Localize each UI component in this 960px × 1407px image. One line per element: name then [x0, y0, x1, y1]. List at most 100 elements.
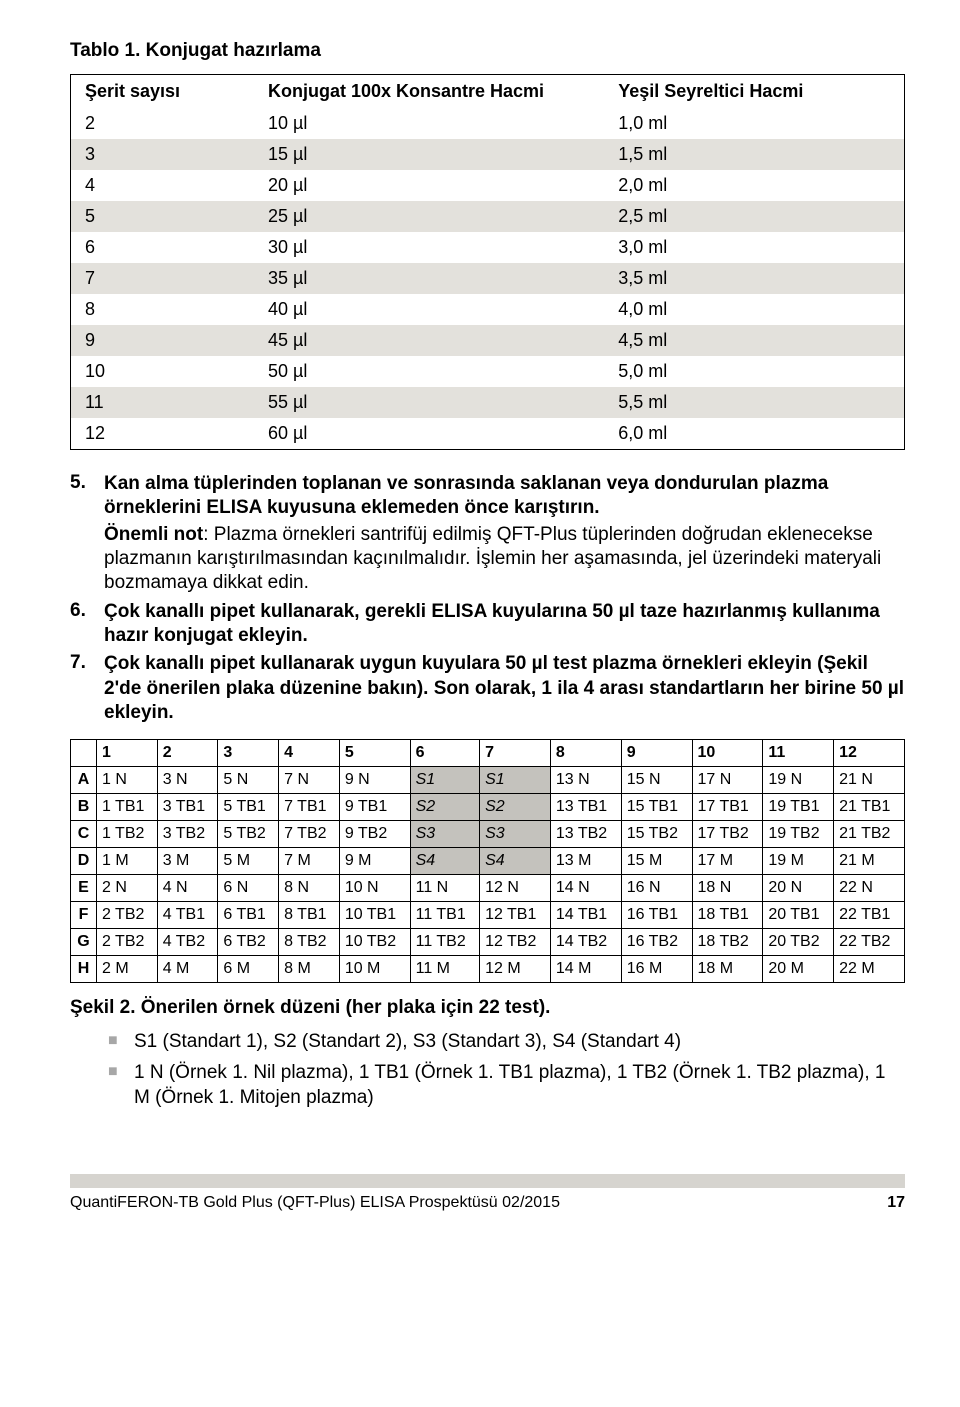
table-cell: 3 M [157, 848, 218, 875]
step-7: 7. Çok kanallı pipet kullanarak uygun ku… [70, 652, 905, 725]
table-cell: 11 TB2 [410, 929, 479, 956]
table-col-header: 10 [692, 740, 763, 767]
table1-h2: Konjugat 100x Konsantre Hacmi [254, 75, 604, 109]
table-cell: 5,0 ml [604, 356, 904, 387]
table-row: 1050 µl5,0 ml [71, 356, 905, 387]
step-subnote: Önemli not: Plazma örnekleri santrifüj e… [104, 523, 905, 596]
table-cell: 12 TB1 [480, 902, 551, 929]
table-row-label: C [71, 821, 97, 848]
table-cell: 16 N [621, 875, 692, 902]
table-cell: 6 TB1 [218, 902, 279, 929]
table-col-header: 8 [550, 740, 621, 767]
table-cell: 1 TB1 [97, 794, 158, 821]
table-cell: 21 N [834, 767, 905, 794]
table-cell: 19 TB2 [763, 821, 834, 848]
table-cell: 6 M [218, 956, 279, 983]
table-col-header: 9 [621, 740, 692, 767]
table-cell: 11 N [410, 875, 479, 902]
table-cell: 7 TB2 [279, 821, 340, 848]
table-cell: 2,5 ml [604, 201, 904, 232]
table-cell: 20 M [763, 956, 834, 983]
table-row: C1 TB23 TB25 TB27 TB29 TB2S3S313 TB215 T… [71, 821, 905, 848]
note-text: : Plazma örnekleri santrifüj edilmiş QFT… [104, 524, 881, 594]
table-col-header: 4 [279, 740, 340, 767]
table-cell: 4 TB2 [157, 929, 218, 956]
table1-h3: Yeşil Seyreltici Hacmi [604, 75, 904, 109]
table-cell: S3 [410, 821, 479, 848]
table-cell [71, 740, 97, 767]
table-cell: 11 [71, 387, 254, 418]
table-cell: S4 [410, 848, 479, 875]
table-cell: 20 TB1 [763, 902, 834, 929]
table-cell: 45 µl [254, 325, 604, 356]
table-cell: S2 [410, 794, 479, 821]
table-cell: 20 TB2 [763, 929, 834, 956]
table1: Şerit sayısı Konjugat 100x Konsantre Hac… [70, 74, 905, 450]
table-cell: S4 [480, 848, 551, 875]
table-cell: 10 µl [254, 108, 604, 139]
table-cell: 30 µl [254, 232, 604, 263]
table-cell: 2,0 ml [604, 170, 904, 201]
bullet-text: S1 (Standart 1), S2 (Standart 2), S3 (St… [134, 1029, 681, 1054]
table-cell: 50 µl [254, 356, 604, 387]
table-cell: 2 [71, 108, 254, 139]
table-cell: 8 [71, 294, 254, 325]
table-cell: S2 [480, 794, 551, 821]
table-cell: 15 M [621, 848, 692, 875]
table-cell: 25 µl [254, 201, 604, 232]
table-cell: 12 N [480, 875, 551, 902]
table-cell: 60 µl [254, 418, 604, 450]
table-cell: S1 [480, 767, 551, 794]
table-cell: 16 TB1 [621, 902, 692, 929]
table-cell: 40 µl [254, 294, 604, 325]
bullet-text: 1 N (Örnek 1. Nil plazma), 1 TB1 (Örnek … [134, 1060, 905, 1110]
table-cell: 1 M [97, 848, 158, 875]
table-cell: 3,5 ml [604, 263, 904, 294]
table-cell: 1 N [97, 767, 158, 794]
table-col-header: 5 [339, 740, 410, 767]
footer: QuantiFERON-TB Gold Plus (QFT-Plus) ELIS… [70, 1174, 905, 1212]
table-cell: 22 N [834, 875, 905, 902]
table-cell: 10 N [339, 875, 410, 902]
table-cell: 11 TB1 [410, 902, 479, 929]
step-num: 7. [70, 652, 104, 725]
table-cell: 1 TB2 [97, 821, 158, 848]
table-cell: 21 M [834, 848, 905, 875]
table-row: 945 µl4,5 ml [71, 325, 905, 356]
table-cell: 7 TB1 [279, 794, 340, 821]
table-cell: 12 M [480, 956, 551, 983]
table-row-label: B [71, 794, 97, 821]
table-cell: 11 M [410, 956, 479, 983]
figure-caption: Şekil 2. Önerilen örnek düzeni (her plak… [70, 997, 905, 1019]
table-cell: 3 [71, 139, 254, 170]
table-cell: 15 N [621, 767, 692, 794]
table-cell: 10 TB1 [339, 902, 410, 929]
table-row-label: E [71, 875, 97, 902]
table-cell: 18 N [692, 875, 763, 902]
table-row: A1 N3 N5 N7 N9 NS1S113 N15 N17 N19 N21 N [71, 767, 905, 794]
table-row: B1 TB13 TB15 TB17 TB19 TB1S2S213 TB115 T… [71, 794, 905, 821]
table-cell: 5 [71, 201, 254, 232]
table-cell: 9 N [339, 767, 410, 794]
table-cell: 19 M [763, 848, 834, 875]
table-row: E2 N4 N6 N8 N10 N11 N12 N14 N16 N18 N20 … [71, 875, 905, 902]
table1-header-row: Şerit sayısı Konjugat 100x Konsantre Hac… [71, 75, 905, 109]
table-cell: 8 M [279, 956, 340, 983]
table-cell: 14 N [550, 875, 621, 902]
table-row: 315 µl1,5 ml [71, 139, 905, 170]
step-body: Çok kanallı pipet kullanarak, gerekli EL… [104, 600, 905, 649]
table-row: G2 TB24 TB26 TB28 TB210 TB211 TB212 TB21… [71, 929, 905, 956]
table-row: 1260 µl6,0 ml [71, 418, 905, 450]
table-row: 630 µl3,0 ml [71, 232, 905, 263]
table-cell: 7 M [279, 848, 340, 875]
table-row-label: F [71, 902, 97, 929]
step-body: Çok kanallı pipet kullanarak uygun kuyul… [104, 652, 905, 725]
table-cell: 3,0 ml [604, 232, 904, 263]
table-col-header: 2 [157, 740, 218, 767]
table-cell: 20 µl [254, 170, 604, 201]
table-cell: 15 µl [254, 139, 604, 170]
table-cell: 17 M [692, 848, 763, 875]
table-cell: 2 TB2 [97, 902, 158, 929]
step-bold: Kan alma tüplerinden toplanan ve sonrası… [104, 473, 828, 518]
table-cell: 6 [71, 232, 254, 263]
